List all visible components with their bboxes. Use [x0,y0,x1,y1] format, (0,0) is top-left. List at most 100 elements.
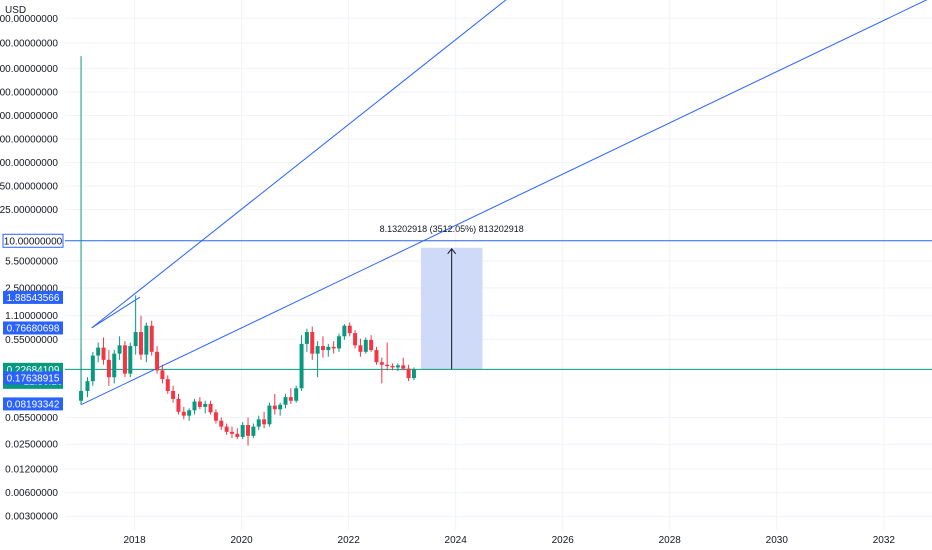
grid-layer [65,0,932,530]
badge-value: 0.22684109 [7,365,60,376]
candle-body [106,359,111,378]
price-badge: 10.00000000 [2,233,64,248]
y-tick-label: 0.55000000 [5,335,58,346]
x-tick-label: 2028 [659,535,682,546]
candle-body [390,366,395,368]
x-tick-label: 2020 [230,535,253,546]
price-badge: 0.17638915 [3,371,63,385]
candle-body [165,379,170,391]
candle-body [326,346,331,351]
badge-value: 10.00000000 [4,236,63,247]
candle-body [374,350,379,363]
candle-body [96,347,101,356]
candle-body [369,339,374,351]
y-tick-label: 50.00000000 [0,182,58,193]
price-badge: 0.08193342 [3,397,63,411]
trend-line[interactable] [80,0,932,406]
candle-body [294,388,299,401]
candle-body [240,425,245,437]
candle-body [337,336,342,349]
x-tick-label: 2018 [123,535,146,546]
y-tick-label: 25.00000000 [0,205,58,216]
candle-body [310,332,315,354]
candle-body [283,397,288,405]
candle-body [342,325,347,337]
candle-body [224,426,229,432]
x-tick-label: 2032 [873,535,896,546]
candle-body [246,425,251,436]
candle-body [171,390,176,399]
candle-body [262,419,267,425]
candle-body [79,390,84,401]
y-tick-label: 1.10000000 [5,311,58,322]
y-tick-label: 100.00000000 [0,158,58,169]
candle-body [160,370,165,380]
x-tick-label: 2026 [552,535,575,546]
trend-line[interactable] [91,296,141,329]
candle-body [379,362,384,365]
candle-body [288,397,293,401]
y-tick-label: 0.01200000 [5,465,58,476]
candle-body [353,333,358,346]
time-axis[interactable]: 2018 2020 2022 2024 2026 2028 2030 2032 [123,535,895,546]
candle-body [149,325,154,352]
candle-body [363,339,368,352]
price-badge: 1.88543566 [3,290,63,304]
y-tick-label: 5.50000000 [5,257,58,268]
y-tick-label: 3400.00000000 [0,38,58,49]
candle-body [229,431,234,434]
badge-box [2,233,64,248]
badge-box [3,371,63,385]
candle-body [395,365,400,368]
drawing-labels-layer: 8.13202918 (3512.05%) 813202918 [380,224,524,370]
candle-body [401,365,406,369]
candle-body [219,420,224,427]
candle-body [299,343,304,389]
candle-body [385,364,390,367]
drawing-layer[interactable] [65,0,932,406]
candle-body [197,401,202,407]
measure-arrow-head [447,247,457,255]
price-badge: 0.76680698 [3,321,63,335]
badge-value: 0.17638915 [7,373,60,384]
candle-body [256,419,261,427]
badge-box [3,321,63,335]
currency-label: USD [5,5,26,16]
y-tick-label: 7000.00000000 [0,14,58,25]
price-axis[interactable]: USD 7000.00000000 3400.00000000 1600.00000… [0,5,58,523]
candle-body [187,410,192,416]
candle-body [133,332,138,347]
candle-body [138,332,143,355]
candle-body [208,403,213,413]
candle-body [331,346,336,349]
candle-body [411,369,416,379]
candle-body [406,368,411,379]
candle-body [181,411,186,416]
y-tick-label: 0.02500000 [5,440,58,451]
candle-body [176,398,181,412]
price-badges: 10.00000000 1.88543566 0.76680698 0.2268410… [2,233,64,411]
trend-line[interactable] [91,0,509,329]
candle-body [278,404,283,410]
badge-box [3,290,63,304]
candle-body [101,347,106,360]
x-tick-label: 2022 [338,535,361,546]
candle-body [117,345,122,354]
candle-body [347,325,352,334]
candle-body [112,353,117,378]
candle-body [122,345,127,374]
y-tick-label: 0.05500000 [5,413,58,424]
badge-box [3,397,63,411]
candle-body [90,355,95,382]
candle-body [144,325,149,355]
y-tick-label: 2.50000000 [5,283,58,294]
y-tick-label: 0.00600000 [5,488,58,499]
candle-body [203,403,208,407]
candle-body [272,405,277,410]
candle-body [358,345,363,352]
y-tick-label: 400.00000000 [0,111,58,122]
candles-layer [79,295,416,446]
measure-label: 8.13202918 (3512.05%) 813202918 [380,224,524,234]
candle-body [267,405,272,425]
